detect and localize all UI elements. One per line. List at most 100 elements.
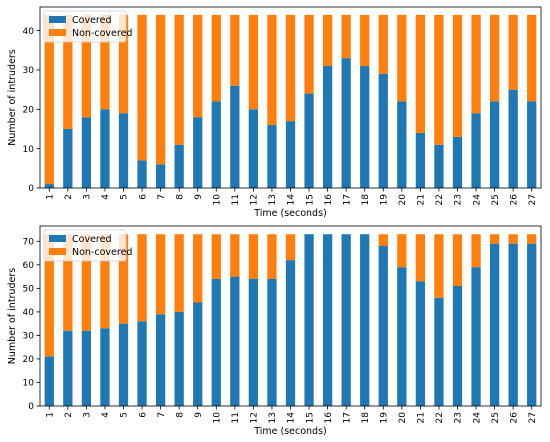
x-tick-label: 20 [398,194,408,206]
x-tick-label: 14 [287,412,297,424]
y-tick-label: 0 [28,402,34,412]
x-tick-label: 10 [212,194,222,206]
bar-covered-17 [341,234,351,406]
x-axis-label: Time (seconds) [253,426,327,437]
bar-non-covered-11 [230,234,240,277]
x-tick-label: 7 [157,412,167,418]
x-tick-label: 18 [361,194,371,206]
bar-covered-23 [452,136,463,188]
y-tick-label: 70 [23,237,35,247]
bar-non-covered-5 [118,14,129,114]
bar-non-covered-23 [452,234,463,286]
bar-covered-20 [397,101,407,188]
bar-non-covered-2 [63,234,73,331]
bar-covered-16 [322,234,333,406]
x-tick-label: 6 [138,194,148,200]
x-tick-label: 16 [324,412,334,424]
x-tick-label: 2 [64,412,74,418]
x-tick-label: 19 [379,194,389,206]
bar-non-covered-27 [527,14,537,102]
y-axis-label: Number of intruders [7,268,18,364]
bar-non-covered-14 [285,234,296,261]
legend-label-covered: Covered [72,15,111,26]
bar-covered-14 [285,121,296,188]
x-tick-label: 21 [417,412,427,423]
bar-non-covered-11 [230,14,240,86]
x-tick-label: 25 [491,412,501,423]
x-tick-label: 6 [138,412,148,418]
bar-non-covered-27 [527,234,537,244]
bar-non-covered-26 [508,14,518,90]
bar-covered-26 [508,243,518,406]
bar-non-covered-26 [508,234,518,244]
bar-covered-21 [415,281,426,406]
bar-covered-1 [44,184,54,188]
bar-non-covered-25 [489,234,500,244]
bar-covered-3 [81,330,92,406]
bar-covered-5 [118,113,129,188]
x-tick-label: 1 [45,412,55,418]
bar-non-covered-16 [322,14,333,67]
bar-non-covered-9 [193,14,203,118]
bar-non-covered-21 [415,234,426,282]
bar-covered-4 [100,328,110,406]
bar-covered-3 [81,117,92,188]
bar-non-covered-5 [118,234,129,324]
bar-non-covered-13 [267,234,277,279]
x-tick-label: 24 [472,412,482,424]
x-tick-label: 13 [268,194,278,205]
legend-label-non-covered: Non-covered [72,247,132,258]
bar-non-covered-19 [378,234,388,246]
bar-covered-6 [137,321,147,406]
bar-non-covered-19 [378,14,388,74]
bar-covered-9 [193,117,203,188]
legend-swatch-covered [49,16,66,23]
bar-non-covered-4 [100,14,110,110]
x-tick-label: 15 [305,194,315,205]
bar-covered-10 [211,278,221,406]
y-tick-label: 40 [23,27,35,37]
y-tick-label: 0 [28,184,34,194]
bar-covered-12 [248,278,259,406]
bar-covered-14 [285,260,296,406]
bar-non-covered-9 [193,234,203,303]
bar-covered-27 [527,101,537,188]
x-tick-label: 20 [398,412,408,424]
bar-non-covered-7 [155,234,166,315]
x-tick-label: 5 [120,412,130,418]
x-tick-label: 2 [64,194,74,200]
bar-non-covered-12 [248,234,259,279]
x-tick-label: 24 [472,194,482,206]
x-tick-label: 26 [509,194,519,206]
bar-non-covered-7 [155,14,166,165]
x-tick-label: 22 [435,412,445,423]
x-tick-label: 17 [342,194,352,205]
bar-covered-12 [248,109,259,188]
bar-non-covered-2 [63,14,73,129]
bar-covered-1 [44,356,54,406]
bar-covered-2 [63,330,73,406]
bar-covered-13 [267,125,277,188]
x-tick-label: 23 [454,194,464,205]
x-tick-label: 8 [175,412,185,418]
legend-label-non-covered: Non-covered [72,28,132,39]
bar-non-covered-1 [44,234,54,357]
bar-covered-26 [508,89,518,188]
x-tick-label: 26 [509,412,519,424]
bar-non-covered-22 [434,234,444,298]
bar-covered-2 [63,128,73,188]
x-tick-label: 9 [194,194,204,200]
bar-covered-11 [230,85,240,188]
bar-non-covered-13 [267,14,277,126]
bar-covered-24 [471,113,481,188]
x-tick-label: 4 [101,194,111,200]
bar-non-covered-8 [174,14,184,145]
bar-covered-6 [137,160,147,188]
y-tick-label: 60 [23,261,35,271]
bar-covered-27 [527,243,537,406]
legend-swatch-non-covered [49,248,66,255]
bar-covered-7 [155,314,166,406]
x-tick-label: 13 [268,412,278,423]
x-tick-label: 15 [305,412,315,423]
